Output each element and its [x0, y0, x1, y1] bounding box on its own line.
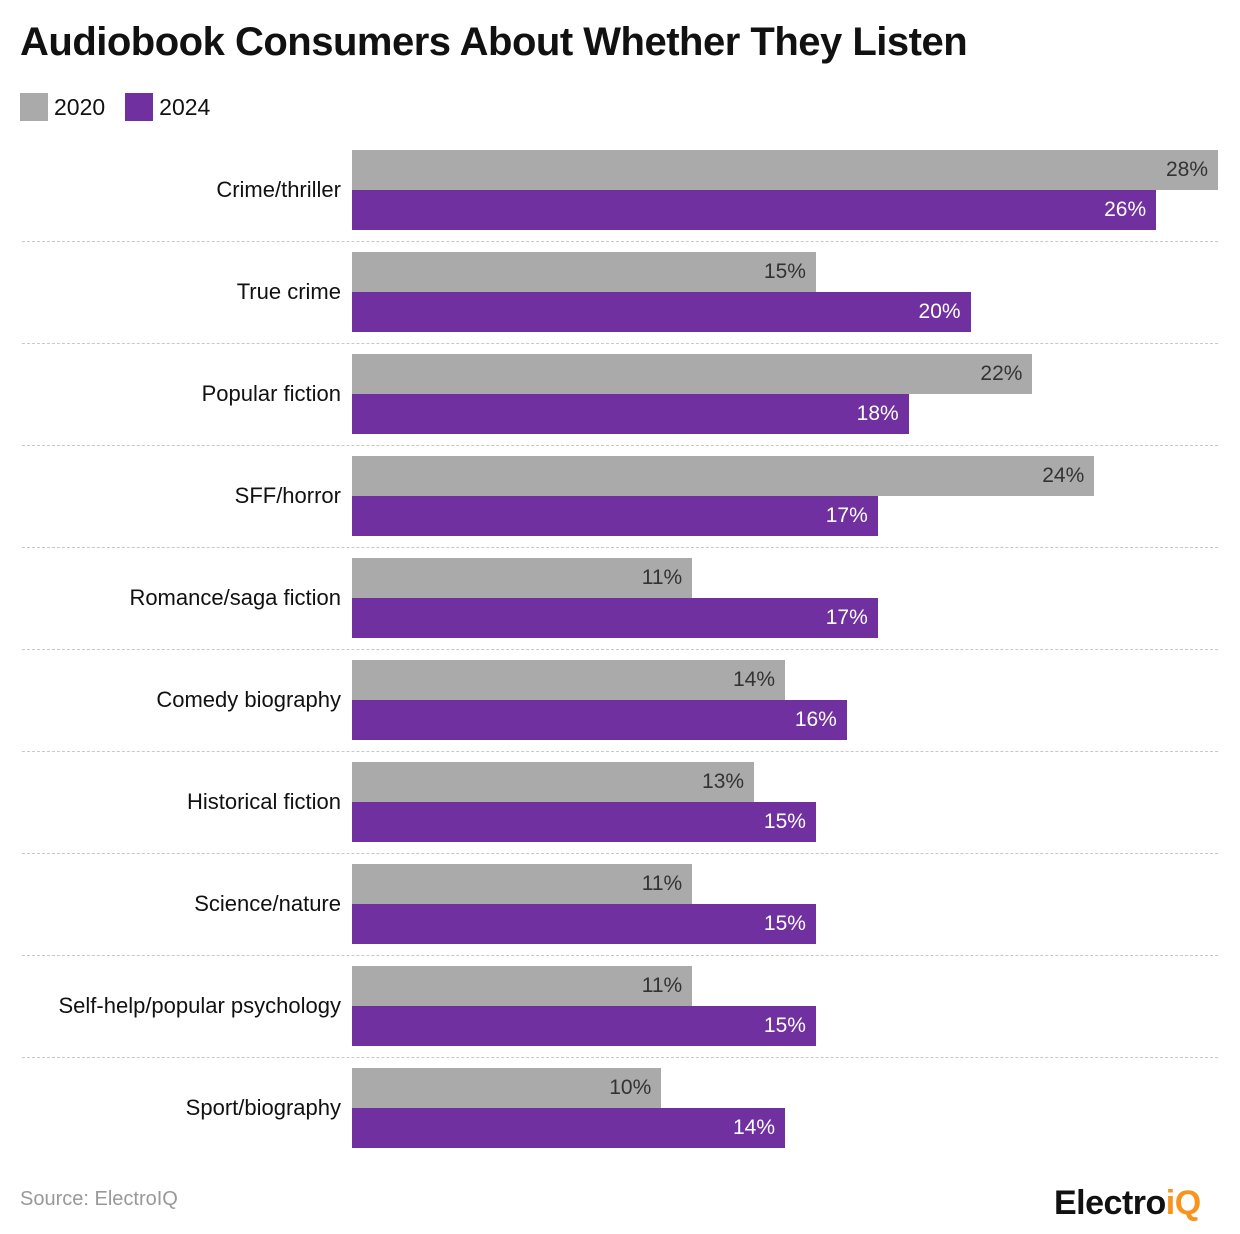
bar-2020 [352, 1068, 662, 1108]
bar-2020 [352, 354, 1033, 394]
electroiq-logo: ElectroiQ [1054, 1184, 1201, 1222]
data-label-2020: 24% [1042, 464, 1085, 487]
bar-2020 [352, 660, 785, 700]
bar-2024 [352, 598, 878, 638]
legend-swatch-2024 [125, 93, 154, 121]
category-label: Historical fiction [186, 789, 341, 814]
data-label-2024: 14% [732, 1116, 775, 1139]
row-divider [22, 649, 1218, 650]
data-label-2020: 15% [763, 260, 806, 283]
legend-swatch-2020 [20, 93, 48, 121]
bar-2020 [352, 762, 755, 802]
bar-2024 [352, 1108, 785, 1148]
category-label: Crime/thriller [216, 177, 341, 202]
bar-2024 [352, 1006, 816, 1046]
bar-2020 [352, 558, 693, 598]
data-label-2024: 20% [918, 300, 961, 323]
bar-2024 [352, 292, 971, 332]
category-label: True crime [236, 279, 341, 304]
data-label-2020: 14% [732, 668, 775, 691]
bar-2024 [352, 394, 909, 434]
data-label-2024: 15% [763, 1014, 806, 1037]
category-label: Self-help/popular psychology [58, 993, 341, 1018]
row-divider [22, 955, 1218, 956]
data-label-2024: 15% [763, 912, 806, 935]
category-label: Romance/saga fiction [129, 585, 341, 610]
data-label-2024: 18% [856, 402, 899, 425]
bar-2020 [352, 456, 1095, 496]
bar-2024 [352, 904, 816, 944]
legend-label-2020: 2020 [54, 93, 106, 120]
category-label: Comedy biography [156, 687, 341, 712]
bar-2024 [352, 700, 847, 740]
bar-2024 [352, 496, 878, 536]
category-label: SFF/horror [234, 483, 341, 508]
data-label-2024: 17% [825, 606, 868, 629]
data-label-2020: 10% [609, 1076, 652, 1099]
data-label-2020: 13% [702, 770, 745, 793]
row-divider [22, 1057, 1218, 1058]
row-divider [22, 445, 1218, 446]
data-label-2020: 22% [980, 362, 1023, 385]
data-label-2020: 28% [1165, 158, 1208, 181]
data-label-2024: 15% [763, 810, 806, 833]
bar-2020 [352, 150, 1218, 190]
data-label-2024: 17% [825, 504, 868, 527]
bar-2020 [352, 864, 693, 904]
bar-2020 [352, 252, 816, 292]
row-divider [22, 241, 1218, 242]
legend-item-2020: 2020 [20, 93, 105, 121]
legend-label-2024: 2024 [159, 93, 211, 120]
chart-title: Audiobook Consumers About Whether They L… [20, 20, 968, 64]
data-label-2024: 26% [1104, 198, 1147, 221]
source-note: Source: ElectroIQ [20, 1188, 178, 1210]
row-divider [22, 751, 1218, 752]
category-label: Popular fiction [201, 381, 341, 406]
data-label-2020: 11% [641, 566, 683, 589]
row-divider [22, 343, 1218, 344]
category-label: Sport/biography [185, 1095, 341, 1120]
category-label: Science/nature [194, 891, 341, 916]
bar-2020 [352, 966, 693, 1006]
bar-2024 [352, 802, 816, 842]
row-divider [22, 853, 1218, 854]
data-label-2020: 11% [641, 974, 683, 997]
legend: 2020 2024 [20, 93, 230, 121]
row-divider [22, 547, 1218, 548]
bar-2024 [352, 190, 1157, 230]
data-label-2024: 16% [794, 708, 837, 731]
data-label-2020: 11% [641, 872, 683, 895]
legend-item-2024: 2024 [125, 93, 210, 121]
